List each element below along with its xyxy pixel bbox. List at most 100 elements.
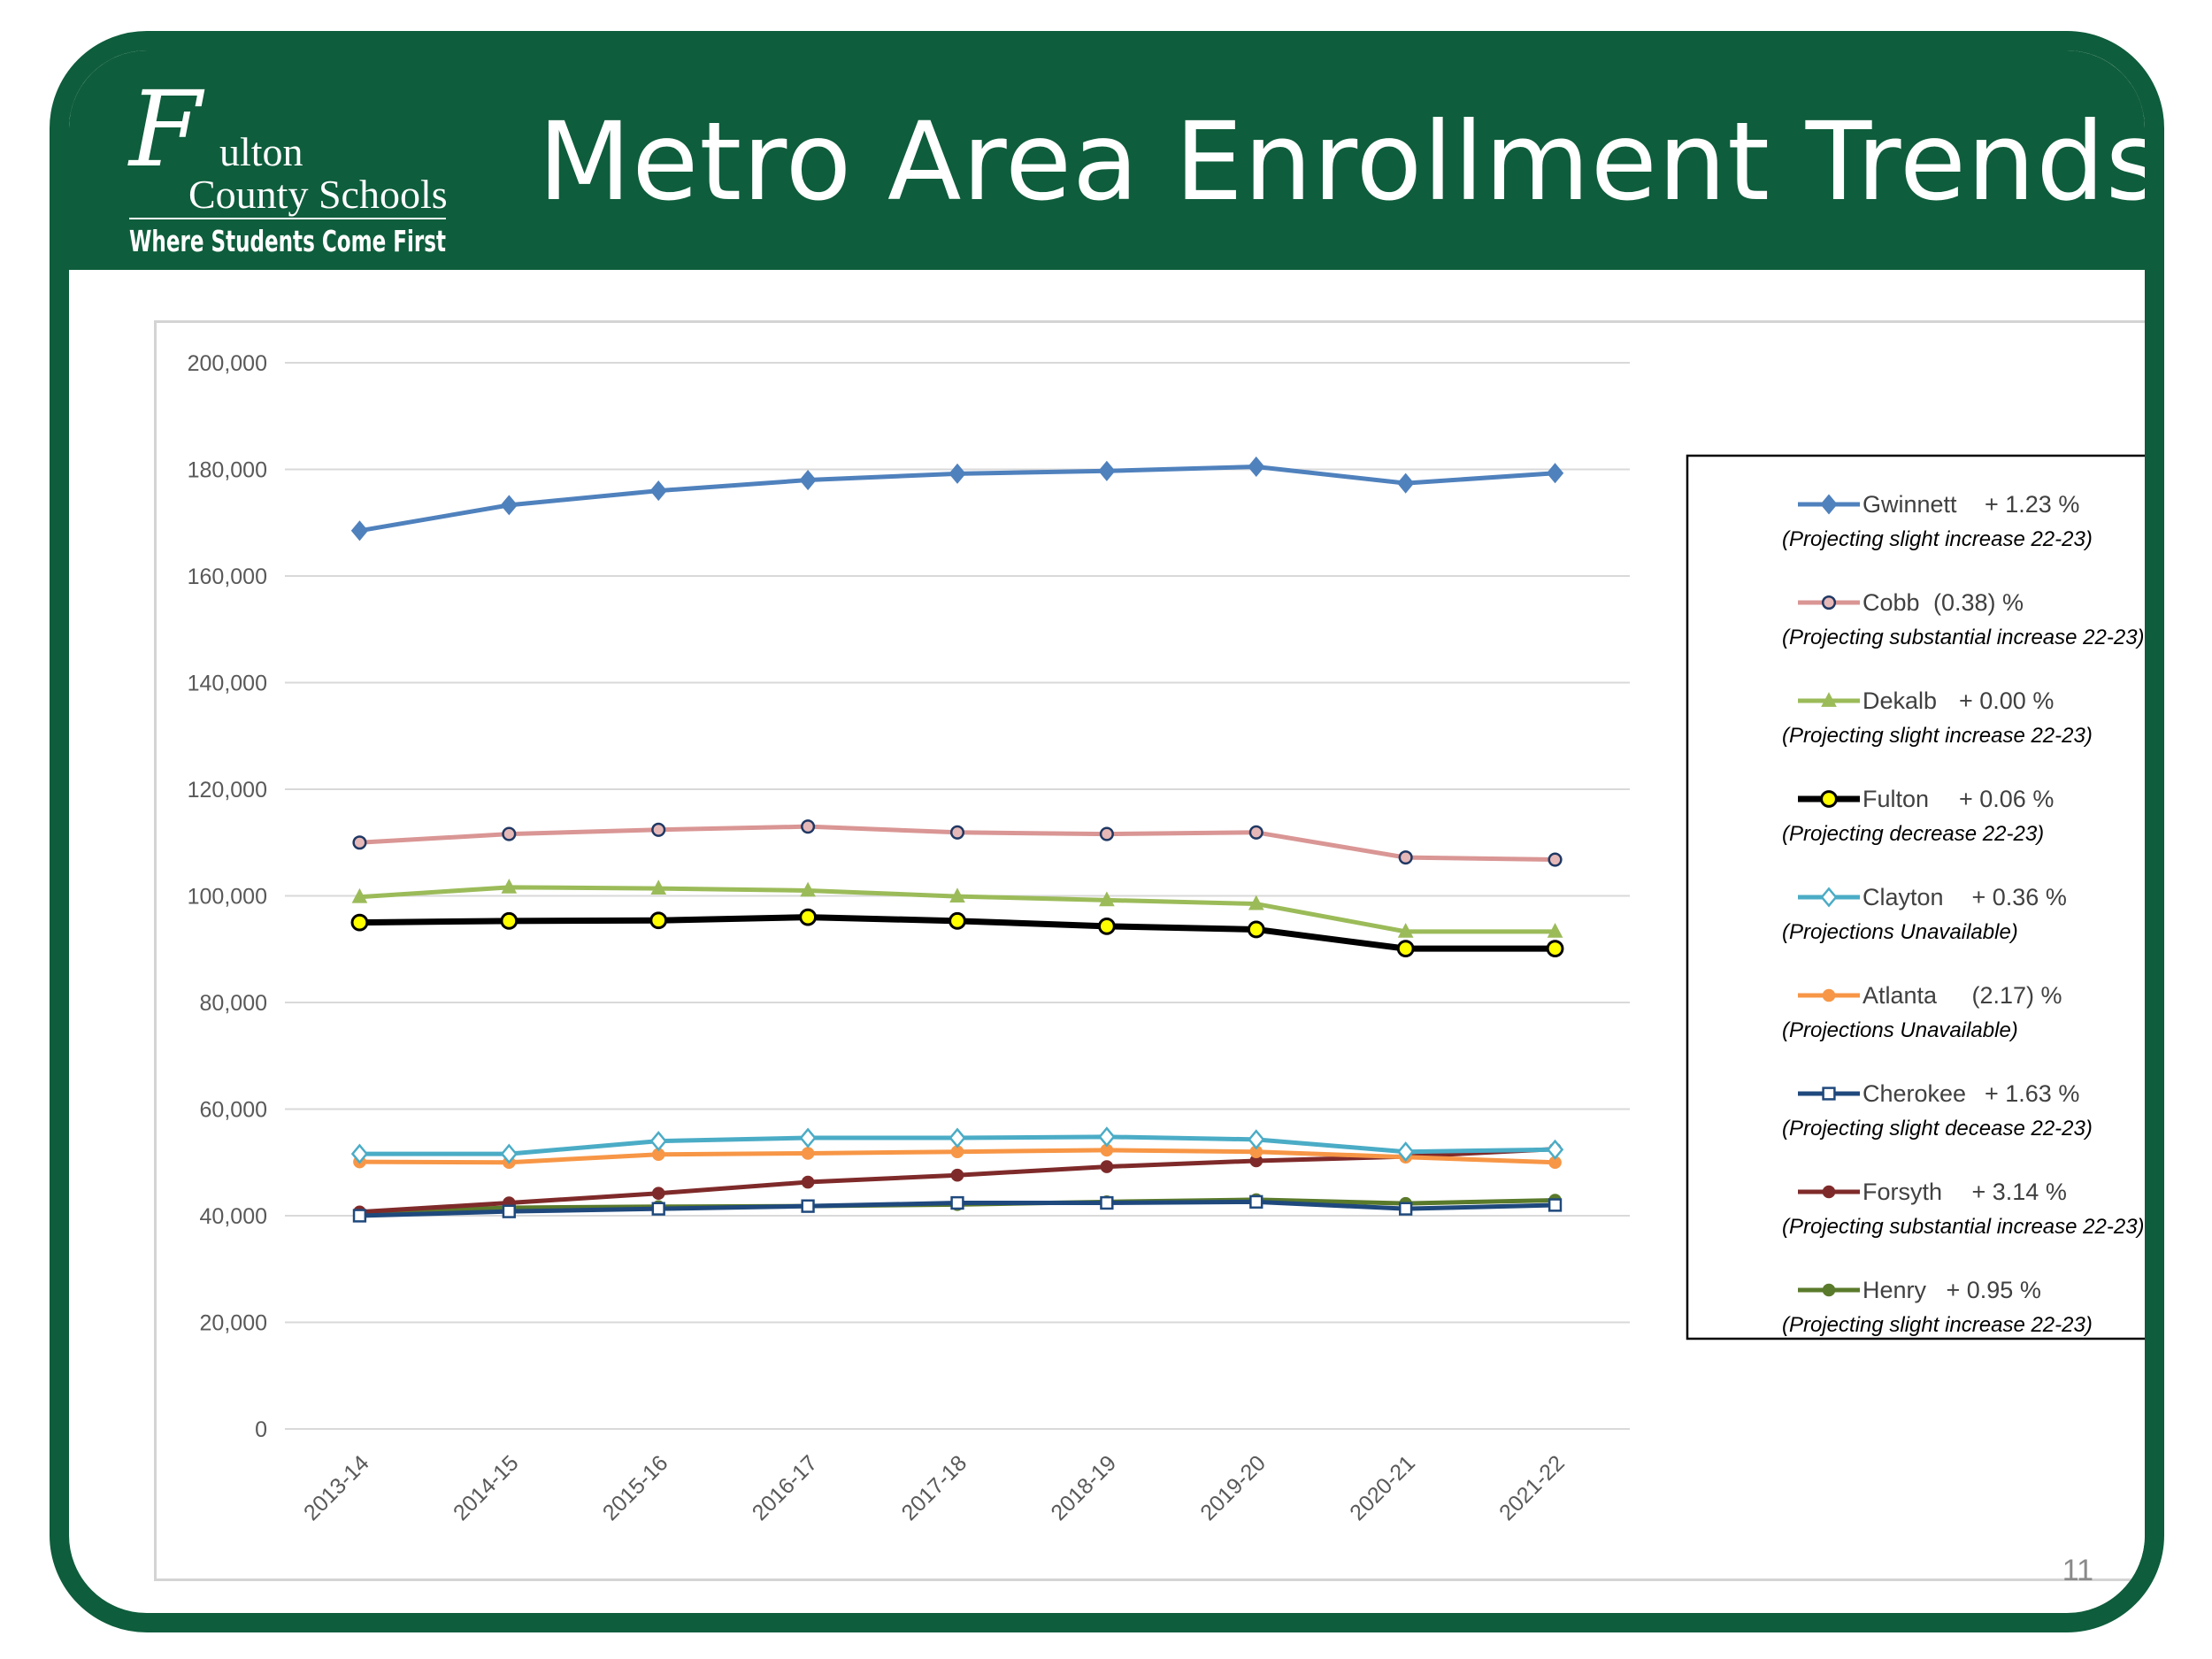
logo-line2: County Schools bbox=[188, 172, 448, 217]
x-tick-label: 2018-19 bbox=[1046, 1450, 1121, 1525]
data-point bbox=[1099, 891, 1115, 907]
x-tick-label: 2020-21 bbox=[1345, 1450, 1420, 1525]
fulton-logo: F ulton County Schools Where Students Co… bbox=[127, 68, 448, 258]
data-point bbox=[350, 913, 369, 932]
series-cobb bbox=[352, 819, 1563, 867]
legend-series-note: (Projecting slight increase 22-23) bbox=[1782, 724, 2093, 748]
data-point bbox=[1248, 1129, 1265, 1150]
x-tick-label: 2015-16 bbox=[598, 1450, 673, 1525]
data-point bbox=[801, 1175, 815, 1189]
data-point bbox=[1248, 456, 1265, 478]
data-point bbox=[801, 1199, 815, 1213]
data-point bbox=[1821, 692, 1837, 707]
legend-item-henry: Henry + 0.95 % (Projecting slight increase… bbox=[1782, 1277, 2093, 1337]
data-point bbox=[1098, 460, 1116, 481]
legend-item-clayton: Clayton + 0.36 % (Projections Unavailable) bbox=[1782, 884, 2067, 944]
data-point bbox=[651, 1202, 665, 1216]
legend-series-note: (Projections Unavailable) bbox=[1782, 1018, 2018, 1042]
data-point bbox=[649, 480, 667, 502]
data-point bbox=[799, 1127, 817, 1148]
page-title: Metro Area Enrollment Trends bbox=[538, 99, 2163, 225]
legend-series-name: Gwinnett bbox=[1863, 491, 1957, 518]
data-point bbox=[950, 1168, 964, 1182]
data-point bbox=[1821, 595, 1837, 611]
data-point bbox=[1820, 887, 1838, 908]
data-point bbox=[949, 463, 966, 484]
legend-series-name: Atlanta bbox=[1863, 982, 1938, 1009]
page-number: 11 bbox=[2062, 1554, 2093, 1587]
legend-series-change: (2.17) % bbox=[1972, 982, 2062, 1009]
legend-series-note: (Projecting slight increase 22-23) bbox=[1782, 1313, 2093, 1337]
data-point bbox=[651, 822, 666, 837]
data-point bbox=[1820, 494, 1838, 515]
legend-item-atlanta: Atlanta (2.17) % (Projections Unavailable) bbox=[1782, 982, 2062, 1042]
x-axis: 2013-14 2014-15 2015-16 2016-17 2017-18 2018-… bbox=[299, 1450, 1570, 1525]
data-point bbox=[1099, 826, 1114, 841]
legend-series-name: Cherokee bbox=[1863, 1080, 1966, 1107]
data-point bbox=[1248, 895, 1264, 910]
series-cherokee bbox=[352, 1194, 1563, 1223]
data-point bbox=[801, 1147, 815, 1160]
data-point bbox=[801, 819, 816, 834]
data-point bbox=[950, 1195, 964, 1210]
data-point bbox=[502, 1204, 516, 1218]
data-point bbox=[351, 887, 368, 903]
data-point bbox=[1397, 922, 1414, 938]
y-tick-label: 200,000 bbox=[188, 351, 267, 376]
data-point bbox=[1396, 940, 1415, 958]
data-point bbox=[649, 911, 668, 930]
x-tick-label: 2014-15 bbox=[449, 1450, 524, 1525]
legend-box bbox=[1686, 454, 2145, 1340]
legend-series-note: (Projections Unavailable) bbox=[1782, 920, 2018, 944]
y-tick-label: 160,000 bbox=[188, 565, 267, 589]
data-point bbox=[1249, 1194, 1263, 1209]
legend-series-change: + 0.95 % bbox=[1947, 1277, 2041, 1303]
data-point bbox=[949, 825, 965, 840]
data-point bbox=[1822, 1087, 1836, 1101]
data-point bbox=[1547, 922, 1563, 938]
data-point bbox=[1822, 988, 1836, 1002]
enrollment-chart: 200,000 180,000 160,000 140,000 120,000 100,0… bbox=[188, 351, 2145, 1525]
data-point bbox=[1247, 920, 1265, 939]
x-tick-label: 2013-14 bbox=[299, 1450, 374, 1525]
legend-series-name: Clayton bbox=[1863, 884, 1944, 910]
data-point bbox=[1100, 1160, 1114, 1173]
data-point bbox=[1098, 1126, 1116, 1148]
data-point bbox=[500, 495, 518, 516]
data-point bbox=[949, 911, 966, 930]
data-point bbox=[1100, 1195, 1114, 1210]
legend-series-name: Fulton bbox=[1863, 786, 1929, 812]
y-tick-label: 140,000 bbox=[188, 672, 267, 696]
series-clayton bbox=[350, 1126, 1564, 1164]
logo-tagline: Where Students Come First bbox=[129, 224, 446, 258]
data-point bbox=[1097, 917, 1116, 935]
legend-series-note: (Projecting substantial increase 22-23) bbox=[1782, 626, 2145, 649]
data-point bbox=[1546, 940, 1564, 958]
data-point bbox=[1399, 1202, 1413, 1216]
data-point bbox=[949, 1127, 966, 1148]
data-point bbox=[352, 1209, 367, 1223]
y-tick-label: 180,000 bbox=[188, 458, 267, 483]
legend-series-change: + 1.23 % bbox=[1985, 491, 2079, 518]
legend-series-change: (0.38) % bbox=[1933, 589, 2024, 616]
legend-item-forsyth: Forsyth + 3.14 % (Projecting substantial i… bbox=[1782, 1179, 2145, 1239]
y-tick-label: 80,000 bbox=[200, 991, 267, 1016]
legend-item-gwinnett: Gwinnett + 1.23 % (Projecting slight incre… bbox=[1782, 491, 2093, 551]
series-group bbox=[350, 456, 1564, 1223]
data-point bbox=[1548, 852, 1563, 867]
data-point bbox=[1546, 463, 1564, 484]
legend-series-change: + 0.06 % bbox=[1959, 786, 2054, 812]
logo-initial: F bbox=[127, 68, 205, 190]
data-point bbox=[649, 1131, 667, 1152]
legend-series-note: (Projecting slight increase 22-23) bbox=[1782, 527, 2093, 551]
data-point bbox=[500, 911, 518, 930]
legend-series-change: + 1.63 % bbox=[1985, 1080, 2079, 1107]
legend-series-name: Cobb bbox=[1863, 589, 1920, 616]
legend-series-name: Dekalb bbox=[1863, 687, 1937, 714]
x-tick-label: 2021-22 bbox=[1494, 1450, 1570, 1525]
data-point bbox=[1548, 1198, 1563, 1212]
data-point bbox=[350, 1143, 369, 1164]
data-point bbox=[1248, 825, 1263, 840]
logo-line1: ulton bbox=[219, 129, 303, 174]
series-gwinnett bbox=[350, 456, 1564, 541]
